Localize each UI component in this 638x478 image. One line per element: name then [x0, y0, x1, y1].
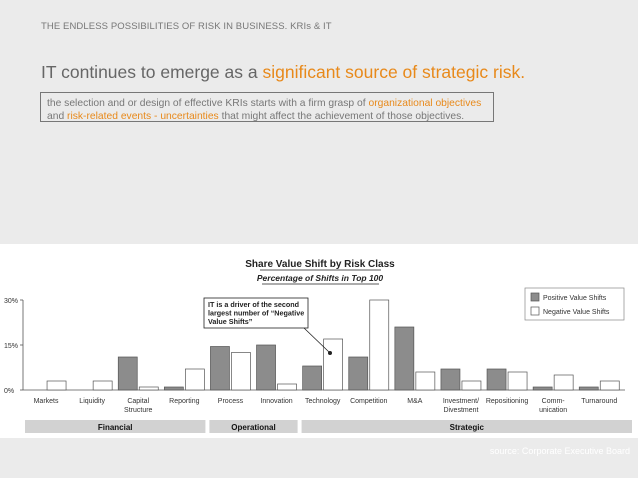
x-tick-label: Markets — [34, 398, 59, 405]
y-tick-label: 15% — [4, 343, 18, 350]
bar-negative-12 — [599, 380, 620, 391]
body-text-1: the selection and or design of effective… — [47, 98, 369, 109]
chart-panel: Share Value Shift by Risk Class Percentag… — [0, 244, 638, 438]
x-tick-label: Reporting — [169, 398, 199, 405]
bar-positive-4 — [210, 346, 230, 391]
bar-negative-10 — [507, 371, 528, 391]
kri-paragraph: the selection and or design of effective… — [47, 97, 495, 123]
group-band-2 — [301, 420, 632, 433]
bar-negative-7 — [369, 299, 390, 391]
bar-positive-12 — [578, 386, 599, 391]
x-tick-label: Liquidity — [79, 398, 105, 405]
chart-subtitle: Percentage of Shifts in Top 100 — [257, 273, 384, 283]
y-tick-label: 0% — [4, 388, 14, 395]
group-label-0: Financial — [98, 423, 133, 432]
bar-positive-7 — [348, 356, 369, 391]
x-tick-label: unication — [539, 407, 567, 414]
legend-label-1: Negative Value Shifts — [543, 309, 610, 316]
callout-line: Value Shifts” — [208, 317, 253, 326]
bar-negative-3 — [185, 368, 205, 391]
bar-negative-8 — [415, 371, 436, 391]
callout-text: IT is a driver of the second largest numb… — [208, 300, 304, 326]
y-tick-label: 30% — [4, 298, 18, 305]
body-text-3: that might affect the achievement of tho… — [218, 111, 465, 122]
x-tick-label: Turnaround — [581, 398, 617, 405]
x-tick-label: Structure — [124, 407, 153, 414]
bar-positive-5 — [256, 344, 276, 391]
bar-positive-2 — [117, 356, 138, 391]
x-tick-label: Competition — [350, 398, 387, 405]
body-accent-events: risk-related events - uncertainties — [67, 111, 219, 122]
legend-label-0: Positive Value Shifts — [543, 295, 607, 302]
source-note: source: Corporate Executive Board — [489, 446, 630, 456]
bar-negative-0 — [46, 380, 67, 391]
group-band-0 — [25, 420, 206, 433]
group-band-1 — [209, 420, 298, 433]
headline-plain: IT continues to emerge as a — [41, 62, 263, 82]
bar-positive-10 — [486, 368, 507, 391]
bar-negative-5 — [277, 383, 297, 391]
legend-box — [524, 287, 625, 321]
bar-positive-9 — [440, 368, 461, 391]
legend-swatch-0 — [530, 292, 540, 302]
callout-line: largest number of “Negative — [208, 309, 304, 318]
x-tick-label: Capital — [127, 398, 149, 405]
x-tick-label: Comm- — [542, 398, 566, 405]
bar-negative-9 — [461, 380, 482, 391]
x-tick-label: Investment/ — [443, 398, 479, 405]
callout-dot — [328, 351, 332, 355]
headline-accent: significant source of strategic risk. — [262, 62, 526, 82]
body-accent-objectives: organizational objectives — [368, 98, 482, 109]
bar-positive-6 — [302, 365, 322, 391]
bar-positive-3 — [164, 386, 184, 391]
x-tick-label: M&A — [407, 398, 423, 405]
body-text-2: and — [47, 111, 68, 122]
bar-negative-4 — [231, 352, 251, 391]
x-tick-label: Process — [218, 398, 244, 405]
x-tick-label: Innovation — [260, 398, 292, 405]
bar-positive-11 — [532, 386, 553, 391]
bar-negative-11 — [553, 374, 574, 391]
kri-text-box: the selection and or design of effective… — [40, 92, 494, 122]
callout-pointer — [303, 327, 330, 353]
legend-swatch-1 — [530, 306, 540, 316]
bar-positive-8 — [394, 326, 415, 391]
slide-header: THE ENDLESS POSSIBILITIES OF RISK IN BUS… — [41, 21, 332, 32]
bar-negative-2 — [138, 386, 159, 391]
share-value-shift-chart: Share Value Shift by Risk Class Percentag… — [4, 259, 632, 433]
x-tick-label: Divestment — [443, 407, 478, 414]
slide-headline: IT continues to emerge as a significant … — [41, 62, 525, 83]
x-tick-label: Technology — [305, 398, 341, 405]
group-label-1: Operational — [231, 423, 275, 432]
callout-line: IT is a driver of the second — [208, 300, 299, 309]
chart-title: Share Value Shift by Risk Class — [245, 259, 395, 270]
callout-box — [203, 297, 309, 329]
x-tick-label: Repositioning — [486, 398, 529, 405]
bar-negative-6 — [323, 338, 343, 391]
group-label-2: Strategic — [450, 423, 485, 432]
bar-negative-1 — [92, 380, 113, 391]
